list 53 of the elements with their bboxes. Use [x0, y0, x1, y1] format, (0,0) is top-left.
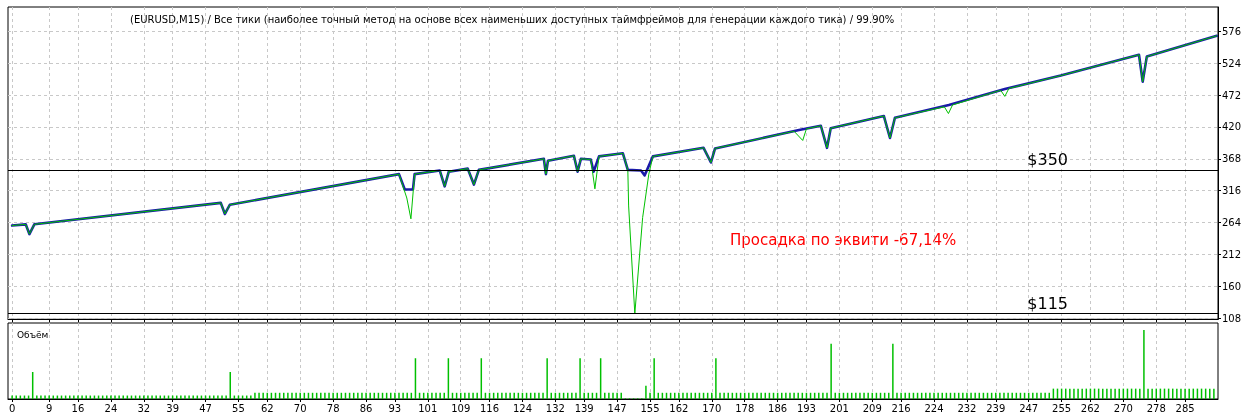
x-tick-label: 86 [359, 402, 373, 414]
x-tick-label: 32 [137, 402, 151, 414]
x-tick-label: 24 [104, 402, 118, 414]
x-tick-label: 278 [1146, 402, 1166, 414]
chart-title: Объём [17, 329, 49, 340]
x-tick-label: 132 [545, 402, 565, 414]
x-tick-label: 170 [702, 402, 722, 414]
y-tick-label: 264 [1222, 217, 1242, 228]
x-tick-label: 16 [71, 402, 85, 414]
y-tick-label: 160 [1222, 280, 1242, 292]
x-tick-label: 70 [293, 402, 307, 414]
text: (EURUSD,M15) / Все тики (наиболее точный метод на основе всех наименьших доступных таймфреймов для генерации каждого тика) / 99.90% [130, 13, 895, 25]
x-tick-label: 255 [1052, 402, 1072, 414]
x-tick-label: 239 [986, 402, 1006, 414]
x-tick-label: 101 [418, 402, 438, 414]
x-tick-label: 155 [640, 402, 660, 414]
x-tick-label: 209 [862, 402, 882, 414]
x-tick-label: 178 [735, 402, 755, 414]
y-tick-label: 108 [1222, 312, 1242, 324]
x-tick-label: 116 [479, 402, 500, 414]
x-tick-label: 270 [1113, 402, 1133, 414]
annotation: Просадка по эквити -67,14% [730, 230, 957, 249]
y-tick-label: 212 [1222, 248, 1242, 260]
x-tick-label: 201 [829, 402, 849, 414]
y-tick-label: 472 [1222, 89, 1242, 101]
x-tick-label: 9 [45, 402, 53, 414]
ref-line-label: $350 [1027, 150, 1068, 170]
x-tick-label: 224 [924, 402, 944, 414]
x-tick-label: 78 [326, 402, 340, 414]
ref-line-label: $115 [1027, 294, 1068, 314]
x-tick-label: 262 [1080, 402, 1100, 414]
x-tick-label: 162 [669, 402, 689, 414]
y-tick-label: 420 [1222, 121, 1242, 133]
y-tick-label: 368 [1222, 153, 1242, 165]
y-tick-label: 316 [1222, 185, 1242, 197]
x-tick-label: 124 [512, 402, 532, 414]
x-tick-label: 147 [607, 402, 627, 414]
x-tick-label: 247 [1019, 402, 1039, 414]
x-tick-label: 62 [260, 402, 274, 414]
x-tick-label: 39 [166, 402, 179, 414]
x-tick-label: 109 [451, 402, 471, 414]
y-tick-label: 576 [1222, 25, 1242, 37]
y-tick-label: 524 [1222, 57, 1242, 69]
x-tick-label: 93 [388, 402, 402, 414]
x-tick-label: 186 [768, 402, 788, 414]
x-tick-label: 232 [957, 402, 977, 414]
x-tick-label: 55 [232, 402, 245, 414]
x-tick-label: 285 [1175, 402, 1195, 414]
x-tick-label: 47 [199, 402, 212, 414]
x-tick-label: 139 [574, 402, 594, 414]
x-tick-label: 216 [891, 402, 911, 414]
x-tick-label: 193 [796, 402, 816, 414]
x-tick-label: 0 [8, 402, 16, 414]
